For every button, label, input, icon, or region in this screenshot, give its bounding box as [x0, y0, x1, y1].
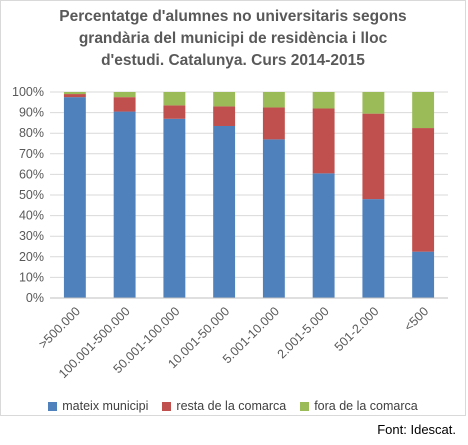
- bar-segment-fora-de-la-comarca: [63, 92, 86, 95]
- bar-segment-resta-de-la-comarca: [362, 113, 385, 200]
- y-tick-label: 60%: [19, 167, 44, 181]
- y-tick-label: 80%: [19, 126, 44, 140]
- bar-segment-mateix-municipi: [113, 111, 136, 298]
- legend-label-resta-comarca: resta de la comarca: [176, 399, 287, 413]
- bar-segment-fora-de-la-comarca: [213, 92, 236, 107]
- bar-segment-fora-de-la-comarca: [262, 92, 285, 108]
- x-tick-label: 2.001-5.000: [275, 304, 332, 361]
- bar-segment-resta-de-la-comarca: [163, 105, 186, 119]
- bar-segment-fora-de-la-comarca: [412, 92, 435, 129]
- legend-swatch-resta-comarca: [162, 401, 172, 411]
- source-note: Font: Idescat.: [377, 422, 456, 437]
- y-tick-label: 70%: [19, 147, 44, 161]
- chart-title-line-1: Percentatge d'alumnes no universitaris s…: [59, 8, 407, 25]
- legend-item-mateix-municipi: mateix municipi: [48, 399, 148, 413]
- chart-title: Percentatge d'alumnes no universitaris s…: [0, 6, 466, 72]
- bar-segment-resta-de-la-comarca: [312, 108, 335, 174]
- legend-label-fora-comarca: fora de la comarca: [314, 399, 418, 413]
- legend-swatch-mateix-municipi: [48, 401, 58, 411]
- bar-segment-mateix-municipi: [63, 97, 86, 299]
- bar-segment-resta-de-la-comarca: [63, 94, 86, 98]
- stacked-bar-chart: 0% 10% 20% 30% 40% 50% 60% 70% 80% 90% 100% >500.00…: [12, 85, 448, 381]
- bar-segment-mateix-municipi: [412, 251, 435, 298]
- y-tick-label: 100%: [12, 85, 44, 99]
- bar-segment-fora-de-la-comarca: [362, 92, 385, 114]
- bar-segment-fora-de-la-comarca: [163, 92, 186, 106]
- chart-legend: mateix municipi resta de la comarca fora…: [0, 398, 466, 414]
- y-tick-label: 90%: [19, 106, 44, 120]
- chart-frame: [0, 0, 466, 416]
- bar-segment-fora-de-la-comarca: [312, 92, 335, 109]
- legend-swatch-fora-comarca: [300, 401, 310, 411]
- bar-segment-resta-de-la-comarca: [113, 97, 136, 112]
- y-tick-label: 50%: [19, 188, 44, 202]
- bar-segment-mateix-municipi: [362, 199, 385, 298]
- x-tick-label: 501-2.000: [332, 304, 382, 354]
- chart-title-line-3: d'estudi. Catalunya. Curs 2014-2015: [101, 52, 365, 69]
- y-tick-label: 0%: [26, 291, 44, 305]
- legend-item-fora-comarca: fora de la comarca: [300, 399, 418, 413]
- bar-segment-mateix-municipi: [163, 118, 186, 298]
- bar-segment-fora-de-la-comarca: [113, 92, 136, 98]
- y-tick-label: 10%: [19, 270, 44, 284]
- y-tick-label: 40%: [19, 209, 44, 223]
- bar-segment-mateix-municipi: [262, 139, 285, 298]
- legend-item-resta-comarca: resta de la comarca: [162, 399, 286, 413]
- y-tick-label: 30%: [19, 229, 44, 243]
- y-tick-label: 20%: [19, 250, 44, 264]
- bar-segment-resta-de-la-comarca: [262, 107, 285, 140]
- bar-segment-mateix-municipi: [213, 125, 236, 299]
- x-tick-label: >500.000: [36, 304, 83, 351]
- legend-label-mateix-municipi: mateix municipi: [62, 399, 149, 413]
- x-tick-label: <500: [401, 304, 431, 334]
- bar-segment-mateix-municipi: [312, 173, 335, 298]
- bar-segment-resta-de-la-comarca: [412, 128, 435, 252]
- bar-segment-resta-de-la-comarca: [213, 106, 236, 126]
- chart-title-line-2: grandària del municipi de residència i l…: [78, 30, 388, 47]
